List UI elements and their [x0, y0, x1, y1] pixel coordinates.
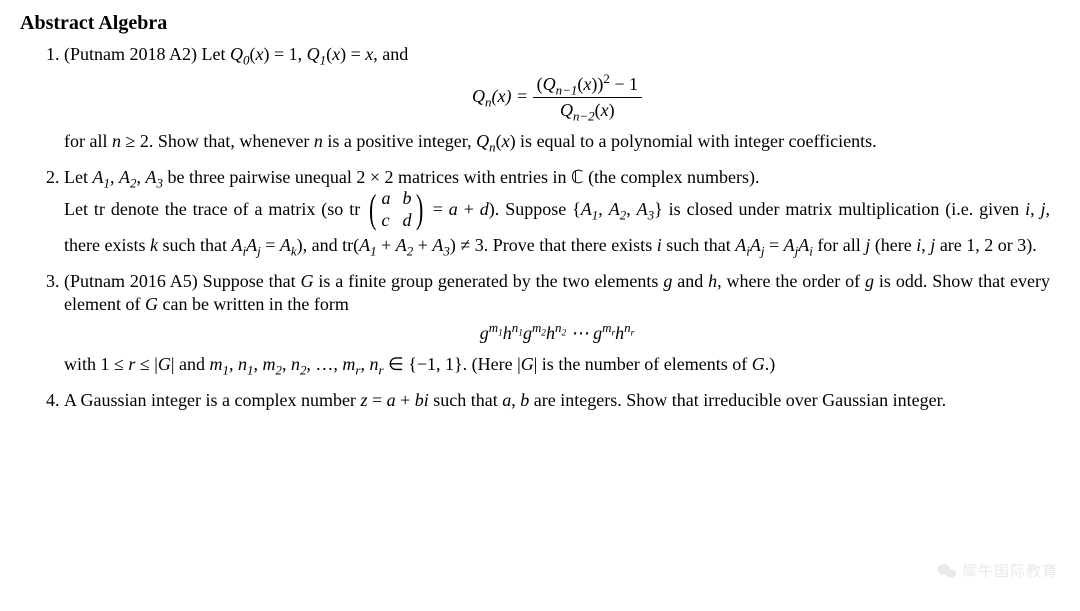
p1-tail: for all n ≥ 2. Show that, whenever n is …	[64, 131, 877, 151]
p3-tail: with 1 ≤ r ≤ |G| and m1, n1, m2, n2, …, …	[64, 354, 775, 374]
p3-display-eq: gm1hn1gm2hn2 ⋯ gmrhnr	[64, 323, 1050, 345]
section-heading: Abstract Algebra	[20, 12, 1050, 35]
p2-line1: Let A1, A2, A3 be three pairwise unequal…	[64, 167, 760, 187]
page-root: Abstract Algebra (Putnam 2018 A2) Let Q0…	[0, 0, 1080, 611]
problem-1: (Putnam 2018 A2) Let Q0(x) = 1, Q1(x) = …	[64, 43, 1050, 152]
problem-list: (Putnam 2018 A2) Let Q0(x) = 1, Q1(x) = …	[20, 43, 1050, 412]
m-d: d	[402, 209, 411, 232]
watermark: 犀牛国际教育	[937, 560, 1058, 581]
problem-4: A Gaussian integer is a complex number z…	[64, 389, 1050, 412]
watermark-text: 犀牛国际教育	[962, 560, 1058, 581]
p1-intro: (Putnam 2018 A2) Let Q0(x) = 1, Q1(x) = …	[64, 44, 408, 64]
wechat-icon	[937, 563, 957, 579]
problem-2: Let A1, A2, A3 be three pairwise unequal…	[64, 166, 1050, 256]
p1-fraction: (Qn−1(x))2 − 1 Qn−2(x)	[533, 74, 642, 122]
m-b: b	[402, 187, 411, 210]
p2-line2: Let tr denote the trace of a matrix (so …	[64, 199, 785, 219]
p2-matrix: ( a b c d )	[366, 187, 427, 232]
p1-display-eq: Qn(x) = (Qn−1(x))2 − 1 Qn−2(x)	[64, 74, 1050, 122]
p3-intro: (Putnam 2016 A5) Suppose that G is a fin…	[64, 271, 1050, 314]
p4-text: A Gaussian integer is a complex number z…	[64, 390, 946, 410]
m-a: a	[381, 187, 390, 210]
problem-3: (Putnam 2016 A5) Suppose that G is a fin…	[64, 270, 1050, 375]
m-c: c	[381, 209, 390, 232]
